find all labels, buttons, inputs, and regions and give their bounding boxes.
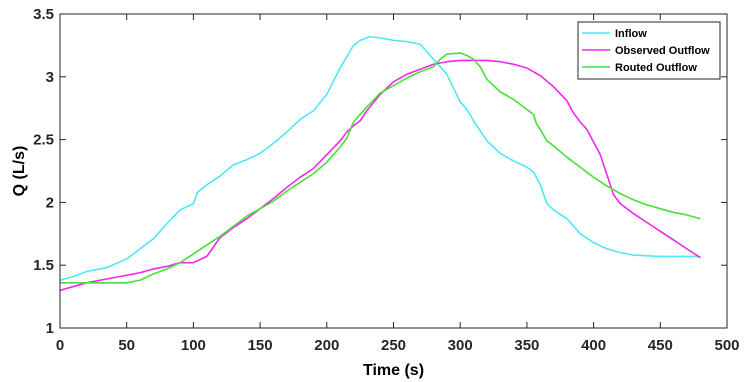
x-tick-label: 300 <box>448 337 473 354</box>
x-tick-label: 200 <box>314 337 339 354</box>
ticks-layer: 0 50 100 150 200 250 300 350 400 450 500 1 1.5 2 2.5 3 3… <box>33 6 739 354</box>
x-tick-label: 150 <box>248 337 273 354</box>
x-tick-label: 50 <box>118 337 135 354</box>
x-tick-label: 100 <box>181 337 206 354</box>
legend-label-routed-outflow: Routed Outflow <box>615 62 697 74</box>
series-line-routed-outflow <box>60 52 701 284</box>
y-tick-label: 1 <box>46 320 54 337</box>
y-axis-label: Q (L/s) <box>11 146 28 197</box>
x-tick-label: 350 <box>514 337 539 354</box>
x-tick-label: 400 <box>581 337 606 354</box>
legend: Inflow Observed Outflow Routed Outflow <box>577 21 721 80</box>
y-tick-label: 3 <box>46 69 54 86</box>
y-tick-label: 3.5 <box>33 6 54 23</box>
legend-label-observed-outflow: Observed Outflow <box>615 45 710 57</box>
x-tick-label: 250 <box>381 337 406 354</box>
legend-label-inflow: Inflow <box>615 28 647 40</box>
y-tick-label: 1.5 <box>33 257 54 274</box>
x-tick-label: 500 <box>714 337 739 354</box>
series-line-inflow <box>60 35 701 282</box>
x-tick-label: 0 <box>56 337 64 354</box>
plot-layer <box>60 35 701 292</box>
x-axis-label: Time (s) <box>363 362 424 379</box>
x-tick-label: 450 <box>648 337 673 354</box>
y-tick-label: 2.5 <box>33 132 54 149</box>
y-tick-label: 2 <box>46 194 54 211</box>
